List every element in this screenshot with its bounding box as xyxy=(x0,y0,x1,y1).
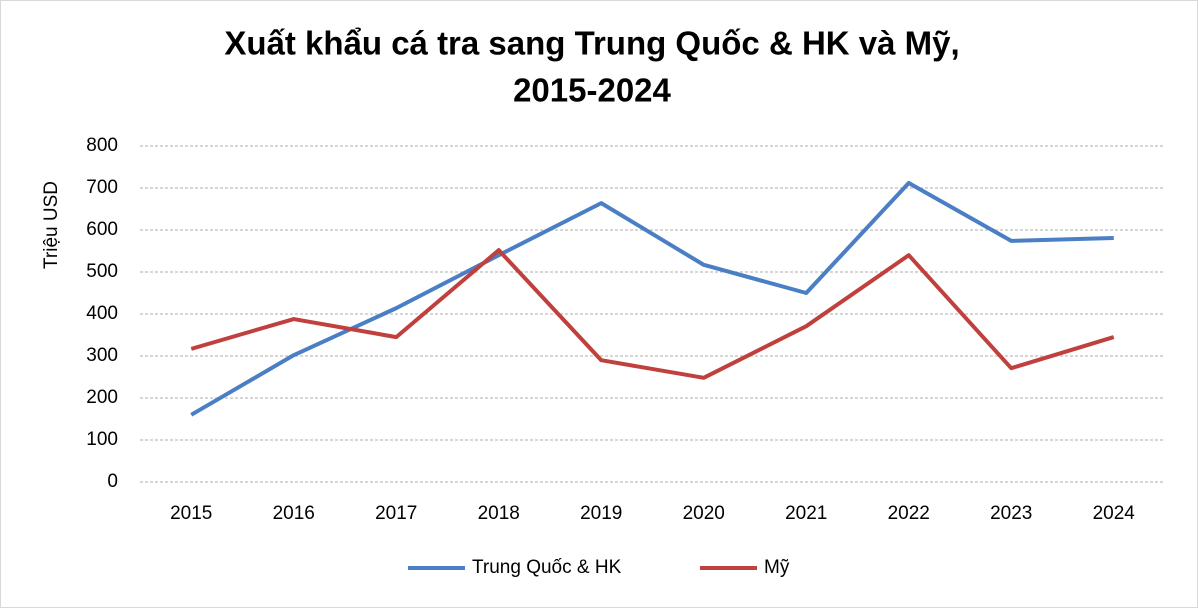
x-tick-label: 2020 xyxy=(683,503,725,524)
y-tick-label: 700 xyxy=(86,177,118,198)
chart-title: Xuất khẩu cá tra sang Trung Quốc & HK và… xyxy=(224,25,959,62)
x-tick-label: 2019 xyxy=(580,503,622,524)
legend-label: Trung Quốc & HK xyxy=(472,557,622,578)
data-line xyxy=(190,180,1114,417)
y-tick-label: 600 xyxy=(86,219,118,240)
y-axis-label: Triệu USD xyxy=(41,181,62,269)
x-tick-label: 2018 xyxy=(478,503,520,524)
x-tick-label: 2021 xyxy=(785,503,827,524)
x-tick-label: 2017 xyxy=(375,503,417,524)
x-tick-label: 2022 xyxy=(888,503,930,524)
chart-title: 2015-2024 xyxy=(513,72,671,109)
y-tick-label: 500 xyxy=(86,261,118,282)
x-tick-label: 2016 xyxy=(273,503,315,524)
y-tick-label: 100 xyxy=(86,429,118,450)
y-tick-label: 300 xyxy=(86,345,118,366)
x-tick-label: 2023 xyxy=(990,503,1032,524)
y-tick-label: 0 xyxy=(107,471,118,492)
data-line xyxy=(190,248,1115,380)
y-tick-label: 800 xyxy=(86,135,118,156)
x-tick-label: 2015 xyxy=(170,503,212,524)
y-tick-label: 200 xyxy=(86,387,118,408)
x-tick-label: 2024 xyxy=(1093,503,1136,524)
legend-label: Mỹ xyxy=(764,557,790,578)
y-tick-label: 400 xyxy=(86,303,118,324)
